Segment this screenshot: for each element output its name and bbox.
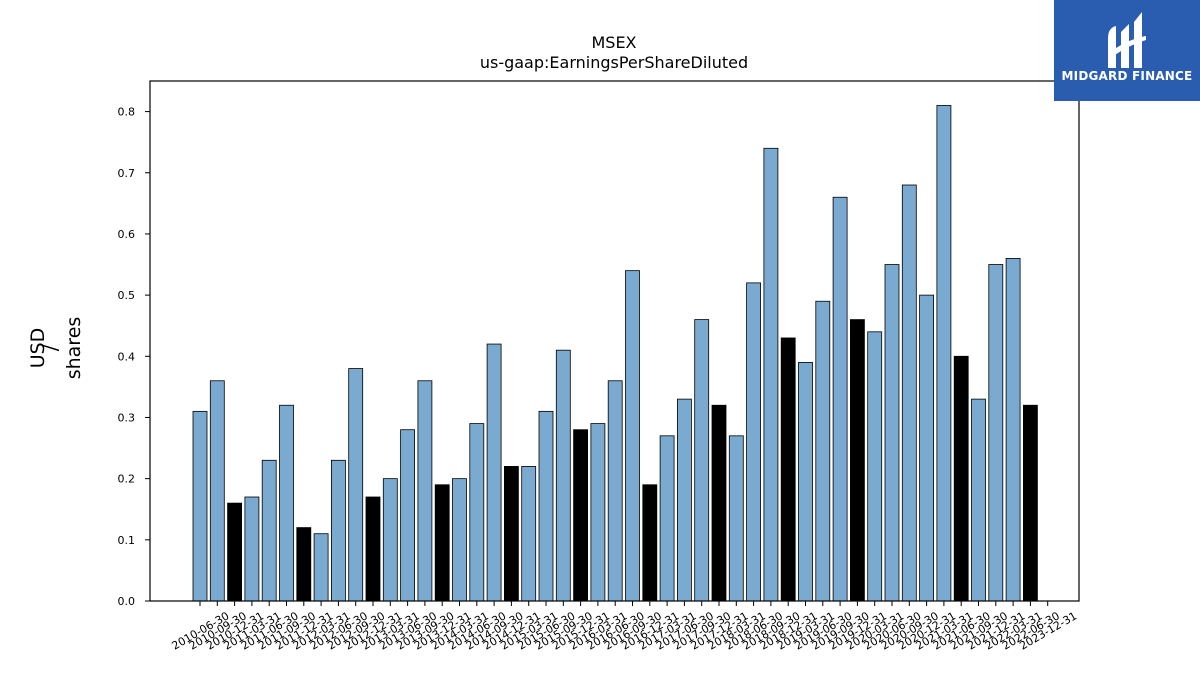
- chart-title: MSEX: [591, 33, 636, 52]
- y-tick-label: 0.5: [118, 289, 136, 302]
- y-axis: 0.0 0.1 0.2 0.3 0.4 0.5 0.6 0.7 0.8: [118, 106, 150, 608]
- bar-2014-09-30: [486, 343, 502, 602]
- bar-2018-06-30: [746, 282, 761, 602]
- bar-2013-06-30: [400, 429, 416, 602]
- bar-2022-03-31: [1005, 258, 1021, 602]
- y-tick-label: 0.8: [118, 106, 136, 119]
- bar-2017-09-30: [694, 319, 710, 602]
- y-tick-label: 0.7: [118, 167, 136, 180]
- bar-2013-03-31: [382, 478, 398, 602]
- midgard-logo-mark-icon: [1108, 12, 1146, 68]
- y-axis-label-unit: USD: [27, 328, 49, 369]
- bar-2013-09-30: [417, 380, 433, 602]
- bar-2019-06-30: [815, 300, 831, 602]
- bar-2014-03-31: [452, 478, 467, 602]
- chart-subtitle: us-gaap:EarningsPerShareDiluted: [480, 53, 748, 72]
- bar-2016-12-31: [642, 484, 658, 602]
- bar-2011-09-30: [279, 404, 294, 602]
- bar-2019-03-31: [798, 362, 813, 602]
- bar-2021-03-31: [936, 105, 952, 602]
- midgard-finance-logo: MIDGARD FINANCE: [1054, 0, 1200, 101]
- bar-2021-12-31: [988, 264, 1004, 602]
- y-axis-label-denominator: shares: [63, 317, 85, 380]
- bar-2016-06-30: [607, 380, 623, 602]
- bar-2015-09-30: [555, 349, 571, 602]
- bar-2013-12-31: [434, 484, 450, 602]
- y-axis-label: USD / shares: [27, 317, 85, 380]
- logo-text: MIDGARD FINANCE: [1061, 69, 1193, 83]
- bar-2018-09-30: [763, 147, 779, 602]
- bar-2016-09-30: [625, 270, 640, 602]
- bar-2010-12-31: [227, 502, 243, 602]
- y-tick-label: 0.1: [118, 534, 136, 547]
- bar-2019-09-30: [832, 196, 848, 602]
- y-tick-label: 0.3: [118, 411, 136, 424]
- bar-2017-12-31: [711, 404, 727, 602]
- bar-2014-06-30: [469, 423, 485, 602]
- bar-2020-09-30: [901, 184, 917, 602]
- y-tick-label: 0.4: [118, 350, 136, 363]
- y-tick-label: 0.0: [118, 595, 136, 608]
- y-tick-label: 0.2: [118, 473, 136, 486]
- plot-frame: [149, 80, 1080, 602]
- bar-2011-06-30: [261, 459, 277, 602]
- x-axis: 2010-06-302010-09-302010-12-312011-03-31…: [170, 601, 1079, 653]
- y-tick-label: 0.6: [118, 228, 136, 241]
- bar-2022-06-30: [1023, 404, 1038, 602]
- y-axis-label-slash: /: [40, 344, 62, 351]
- bar-2012-09-30: [348, 368, 364, 602]
- bar-2017-03-31: [659, 435, 675, 602]
- bar-2015-06-30: [538, 410, 554, 602]
- bar-2018-12-31: [780, 337, 796, 602]
- bar-2011-03-31: [244, 496, 260, 602]
- bar-2018-03-31: [728, 435, 744, 602]
- bar-2021-09-30: [971, 398, 986, 602]
- bars: [192, 105, 1038, 602]
- bar-2017-06-30: [677, 398, 692, 602]
- bar-2012-06-30: [330, 459, 346, 602]
- bar-2021-06-30: [953, 355, 969, 602]
- bar-2016-03-31: [590, 423, 606, 602]
- bar-2012-12-31: [365, 496, 381, 602]
- bar-2020-12-31: [919, 294, 934, 602]
- bar-2012-03-31: [313, 533, 329, 602]
- bar-2011-12-31: [296, 527, 312, 602]
- bar-2010-06-30: [192, 410, 208, 602]
- bar-2020-06-30: [884, 264, 900, 602]
- bar-2010-09-30: [209, 380, 225, 602]
- bar-2019-12-31: [850, 319, 865, 602]
- bar-2014-12-31: [503, 466, 519, 602]
- bar-2015-03-31: [521, 466, 537, 602]
- bar-2015-12-31: [573, 429, 588, 602]
- bar-2020-03-31: [867, 331, 883, 602]
